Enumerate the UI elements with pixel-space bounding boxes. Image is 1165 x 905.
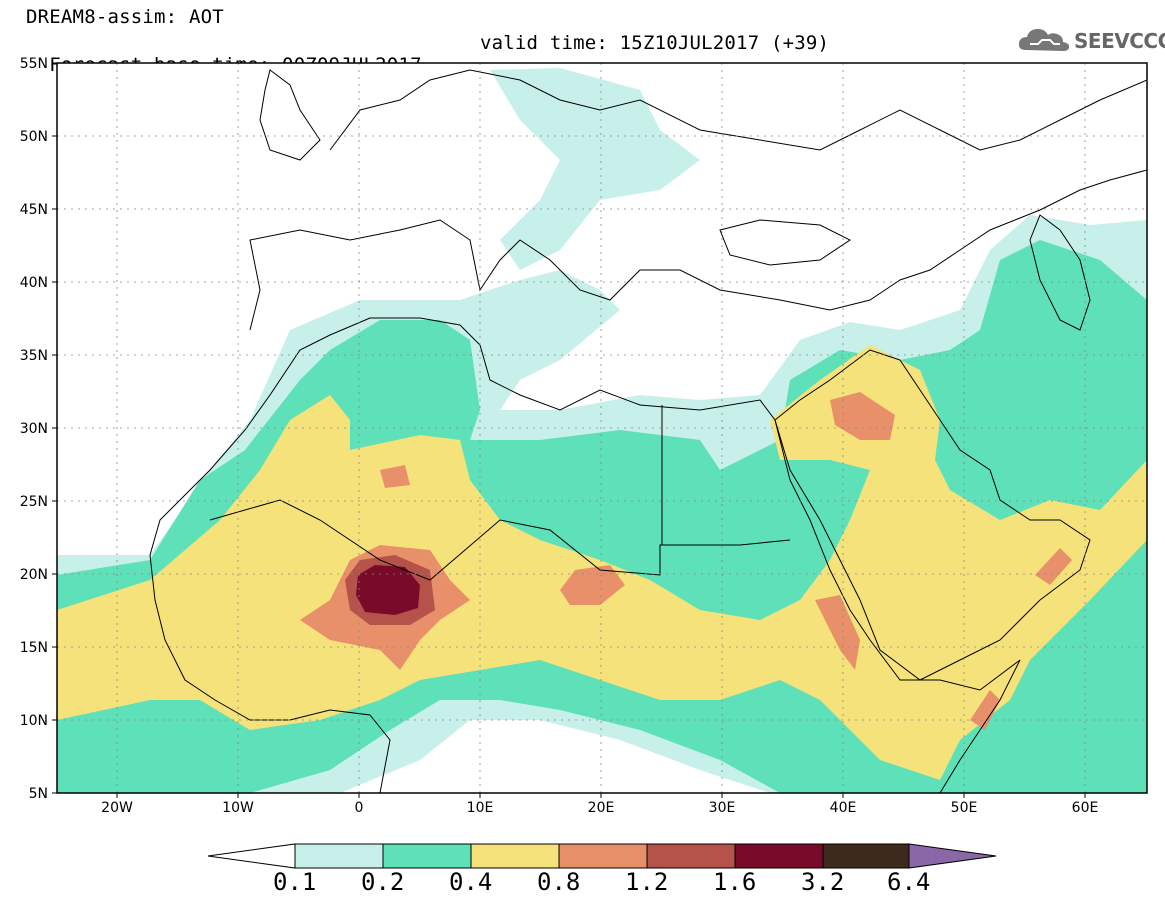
lat-label: 15N	[20, 640, 48, 656]
lat-label: 5N	[29, 786, 48, 802]
coastline-arabia	[774, 349, 1091, 681]
colorbar-swatch	[646, 843, 736, 869]
aot-field-1.6	[356, 565, 420, 615]
lon-label: 10E	[467, 800, 494, 816]
lat-label: 55N	[20, 56, 48, 72]
aot-field-0.8-f	[970, 690, 1000, 730]
coastline-africa-north	[149, 317, 1021, 793]
coastlines	[149, 69, 1147, 793]
colorbar-swatch	[294, 843, 384, 869]
coastline-europe-north	[329, 69, 1147, 151]
cloud-icon	[1018, 29, 1070, 51]
lat-label: 50N	[20, 129, 48, 145]
aot-field-0.8-g	[815, 595, 860, 670]
lon-label: 30E	[709, 800, 736, 816]
colorbar-swatch	[734, 843, 824, 869]
aot-fields	[57, 68, 1147, 793]
seevccc-logo: SEEVCCC	[1018, 24, 1165, 56]
colorbar-label: 0.1	[273, 868, 317, 896]
border-sahel	[209, 499, 791, 581]
lat-label: 45N	[20, 202, 48, 218]
coastline-britain	[259, 69, 321, 161]
lon-label: 60E	[1072, 800, 1099, 816]
coastline-europe	[249, 169, 1147, 331]
lat-label: 35N	[20, 348, 48, 364]
colorbar-swatch	[558, 843, 648, 869]
tick-marks	[52, 62, 1086, 798]
colorbar-swatch	[470, 843, 560, 869]
colorbar-label: 1.2	[625, 868, 669, 896]
colorbar-over-arrow	[908, 843, 997, 869]
colorbar-swatch	[822, 843, 910, 869]
lon-label: 10W	[222, 800, 254, 816]
lon-labels: 20W 10W 0 10E 20E 30E 40E 50E 60E	[101, 800, 1098, 816]
logo-text: SEEVCCC	[1074, 29, 1165, 53]
colorbar-label: 3.2	[801, 868, 845, 896]
aot-field-0.8-e	[1035, 548, 1072, 585]
grid-lines	[57, 63, 1147, 793]
colorbar-under-arrow	[207, 843, 296, 869]
lon-label: 20E	[588, 800, 615, 816]
lon-label: 20W	[101, 800, 133, 816]
colorbar	[207, 843, 997, 869]
lat-label: 30N	[20, 421, 48, 437]
coastline-africa-west	[149, 554, 391, 793]
colorbar-label: 0.4	[449, 868, 493, 896]
title-line-1: DREAM8-assim: AOT	[26, 6, 224, 28]
lat-label: 25N	[20, 494, 48, 510]
lon-label: 0	[355, 800, 364, 816]
coastline-black-sea	[719, 219, 851, 266]
lat-label: 10N	[20, 713, 48, 729]
lon-label: 50E	[951, 800, 978, 816]
colorbar-label: 1.6	[713, 868, 757, 896]
colorbar-label: 6.4	[887, 868, 931, 896]
aot-field-0.8-d	[380, 465, 410, 488]
aot-field-0.4	[57, 345, 1147, 780]
coastline-caspian	[1029, 214, 1091, 331]
valid-time-label: valid time: 15Z10JUL2017 (+39)	[480, 32, 830, 54]
colorbar-label: 0.2	[361, 868, 405, 896]
colorbar-label: 0.8	[537, 868, 581, 896]
aot-field-0.1-europe	[490, 68, 700, 270]
aot-field-0.8-c	[830, 392, 895, 440]
lat-labels: 55N 50N 45N 40N 35N 30N 25N 20N 15N 10N …	[20, 56, 48, 802]
lat-label: 20N	[20, 567, 48, 583]
colorbar-swatch	[382, 843, 472, 869]
lon-label: 40E	[830, 800, 857, 816]
aot-field-0.8-b	[560, 565, 625, 605]
lat-label: 40N	[20, 275, 48, 291]
